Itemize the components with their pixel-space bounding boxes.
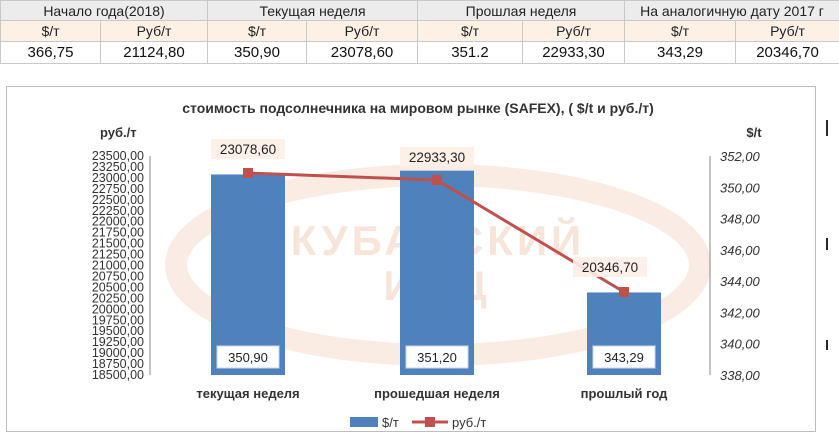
left-tick-label: 22000,00 [92,215,144,229]
left-tick-label: 19500,00 [92,324,144,338]
bar-data-label: 350,90 [228,350,268,365]
unit-header: $/т [624,20,736,42]
left-tick-label: 20500,00 [92,280,144,294]
right-axis-label: $/t [746,125,762,140]
left-tick-label: 18750,00 [92,357,144,371]
left-tick-label: 19750,00 [92,313,144,327]
bar-value-box [216,345,280,369]
unit-header: $/т [207,20,307,42]
category-label: прошедшая неделя [374,386,500,401]
right-tick-label: 340,00 [720,337,761,352]
left-tick-label: 21000,00 [92,259,144,273]
window-edge-mark [826,238,828,250]
legend-swatch-marker [425,417,435,427]
left-tick-label: 18500,00 [92,368,144,382]
legend: $/т руб./т [350,415,486,430]
left-tick-label: 22500,00 [92,193,144,207]
left-tick-label: 23250,00 [92,160,144,174]
left-tick-label: 20750,00 [92,269,144,283]
line-marker [619,287,629,297]
table-cell: 351.2 [417,41,523,64]
bar-data-label: 351,20 [417,350,457,365]
left-tick-label: 20250,00 [92,291,144,305]
window-edge-mark [826,120,828,136]
left-tick-label: 22750,00 [92,182,144,196]
table-cell: 366,75 [0,41,101,64]
line-marker [432,175,442,185]
left-tick-label: 19250,00 [92,335,144,349]
left-tick-label: 19000,00 [92,346,144,360]
group-header: Текущая неделя [207,0,418,21]
line-marker [243,168,253,178]
left-axis-label: руб./т [100,125,137,140]
line-label-box [400,147,474,167]
left-tick-label: 21500,00 [92,237,144,251]
unit-header: $/т [417,20,523,42]
unit-header: Руб/т [100,20,208,42]
legend-line-label: руб./т [452,415,486,430]
line-label-box [211,139,285,159]
bar-value-box [592,345,656,369]
group-header: Начало года(2018) [0,0,208,21]
left-tick-label: 23000,00 [92,171,144,185]
bar-data-label: 343,29 [604,350,644,365]
right-tick-label: 352,00 [720,149,761,164]
right-tick-label: 346,00 [720,243,761,258]
bar-value-box [405,345,469,369]
unit-header: $/т [0,20,101,42]
category-label: прошлый год [581,386,669,401]
group-header: Прошлая неделя [417,0,625,21]
table-cell: 343,29 [624,41,736,64]
line-label-box [573,257,647,277]
table-cell: 21124,80 [100,41,208,64]
table-values-row: 366,75 21124,80 350,90 23078,60 351.2 22… [0,41,839,64]
left-tick-label: 23500,00 [92,149,144,163]
right-tick-label: 344,00 [720,274,761,289]
left-axis-ticks: 18500,0018750,0019000,0019250,0019500,00… [92,149,151,382]
category-labels: текущая неделя прошедшая неделя прошлый го… [196,386,668,401]
bar-series: 350,90 351,20 343,29 [211,170,661,375]
table-cell: 23078,60 [306,41,418,64]
unit-header: Руб/т [522,20,625,42]
bar [400,170,474,375]
chart-title: стоимость подсолнечника на мировом рынке… [182,100,654,116]
line-data-label: 23078,60 [220,142,276,157]
right-axis-ticks: 338,00 340,00 342,00 344,00 346,00 348,00 350,… [709,149,761,383]
left-tick-label: 21750,00 [92,226,144,240]
right-tick-label: 348,00 [720,212,761,227]
right-tick-label: 342,00 [720,305,761,320]
table-cell: 20346,70 [734,41,839,64]
category-label: текущая неделя [196,386,299,401]
table-cell: 350,90 [207,41,307,64]
bar [211,174,285,375]
line-data-label: 20346,70 [582,260,638,275]
window-edge-mark [826,340,828,350]
left-tick-label: 20000,00 [92,302,144,316]
price-table: Начало года(2018) Текущая неделя Прошлая… [0,0,839,64]
right-tick-label: 338,00 [720,368,761,383]
right-tick-label: 350,00 [720,180,761,195]
legend-swatch-bar [350,417,378,427]
line-series: 23078,60 22933,30 20346,70 [211,139,647,297]
table-header-row: Начало года(2018) Текущая неделя Прошлая… [0,0,839,21]
line-data-label: 22933,30 [409,150,465,165]
legend-bar-label: $/т [382,415,399,430]
left-tick-label: 21250,00 [92,248,144,262]
left-tick-label: 22250,00 [92,204,144,218]
table-cell: 22933,30 [522,41,625,64]
